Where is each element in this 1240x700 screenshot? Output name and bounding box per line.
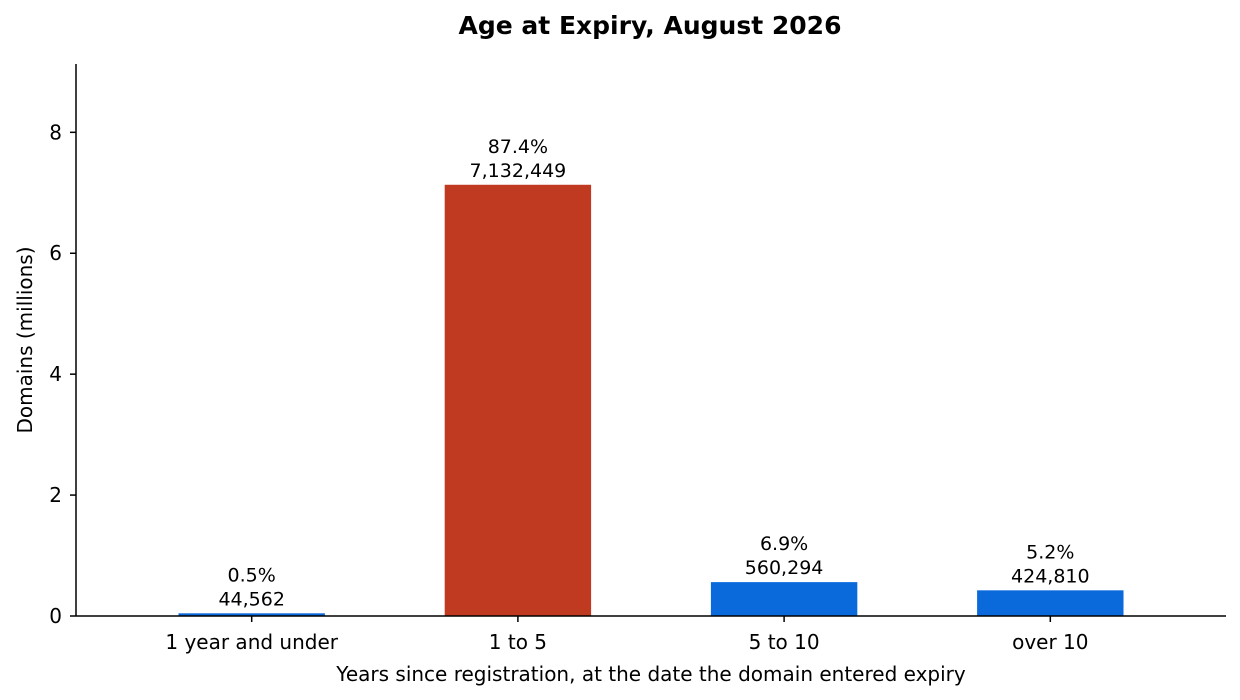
data-label-count-0: 44,562 xyxy=(218,588,284,610)
data-label-percent-0: 0.5% xyxy=(228,564,276,586)
bar-1 xyxy=(444,184,592,616)
axes-layer: 1 year and under 1 to 5 5 to 10 over 10 0 2 4 6… xyxy=(49,64,1226,654)
x-axis-title: Years since registration, at the date th… xyxy=(335,662,966,686)
bars-layer xyxy=(178,184,1124,616)
y-axis-title: Domains (millions) xyxy=(13,246,37,433)
x-tick-label-1: 1 to 5 xyxy=(489,630,547,654)
y-tick-label-4: 8 xyxy=(49,120,62,144)
x-tick-label-2: 5 to 10 xyxy=(749,630,820,654)
bar-0 xyxy=(178,613,325,616)
data-label-count-1: 7,132,449 xyxy=(470,160,567,182)
y-tick-label-3: 6 xyxy=(49,241,62,265)
data-label-count-2: 560,294 xyxy=(745,557,824,579)
chart-title: Age at Expiry, August 2026 xyxy=(459,11,842,40)
data-labels-layer: 0.5%44,562 87.4%7,132,449 6.9%560,294 5.2%4… xyxy=(218,136,1089,611)
bar-2 xyxy=(710,582,858,616)
y-tick-label-1: 2 xyxy=(49,483,62,507)
data-label-percent-2: 6.9% xyxy=(760,533,808,555)
x-tick-label-0: 1 year and under xyxy=(165,630,338,654)
bar-3 xyxy=(977,590,1124,616)
y-tick-label-0: 0 xyxy=(49,604,62,628)
x-tick-label-3: over 10 xyxy=(1012,630,1088,654)
data-label-percent-1: 87.4% xyxy=(488,136,548,158)
data-label-percent-3: 5.2% xyxy=(1026,541,1074,563)
y-tick-label-2: 4 xyxy=(49,362,62,386)
data-label-count-3: 424,810 xyxy=(1011,565,1090,587)
